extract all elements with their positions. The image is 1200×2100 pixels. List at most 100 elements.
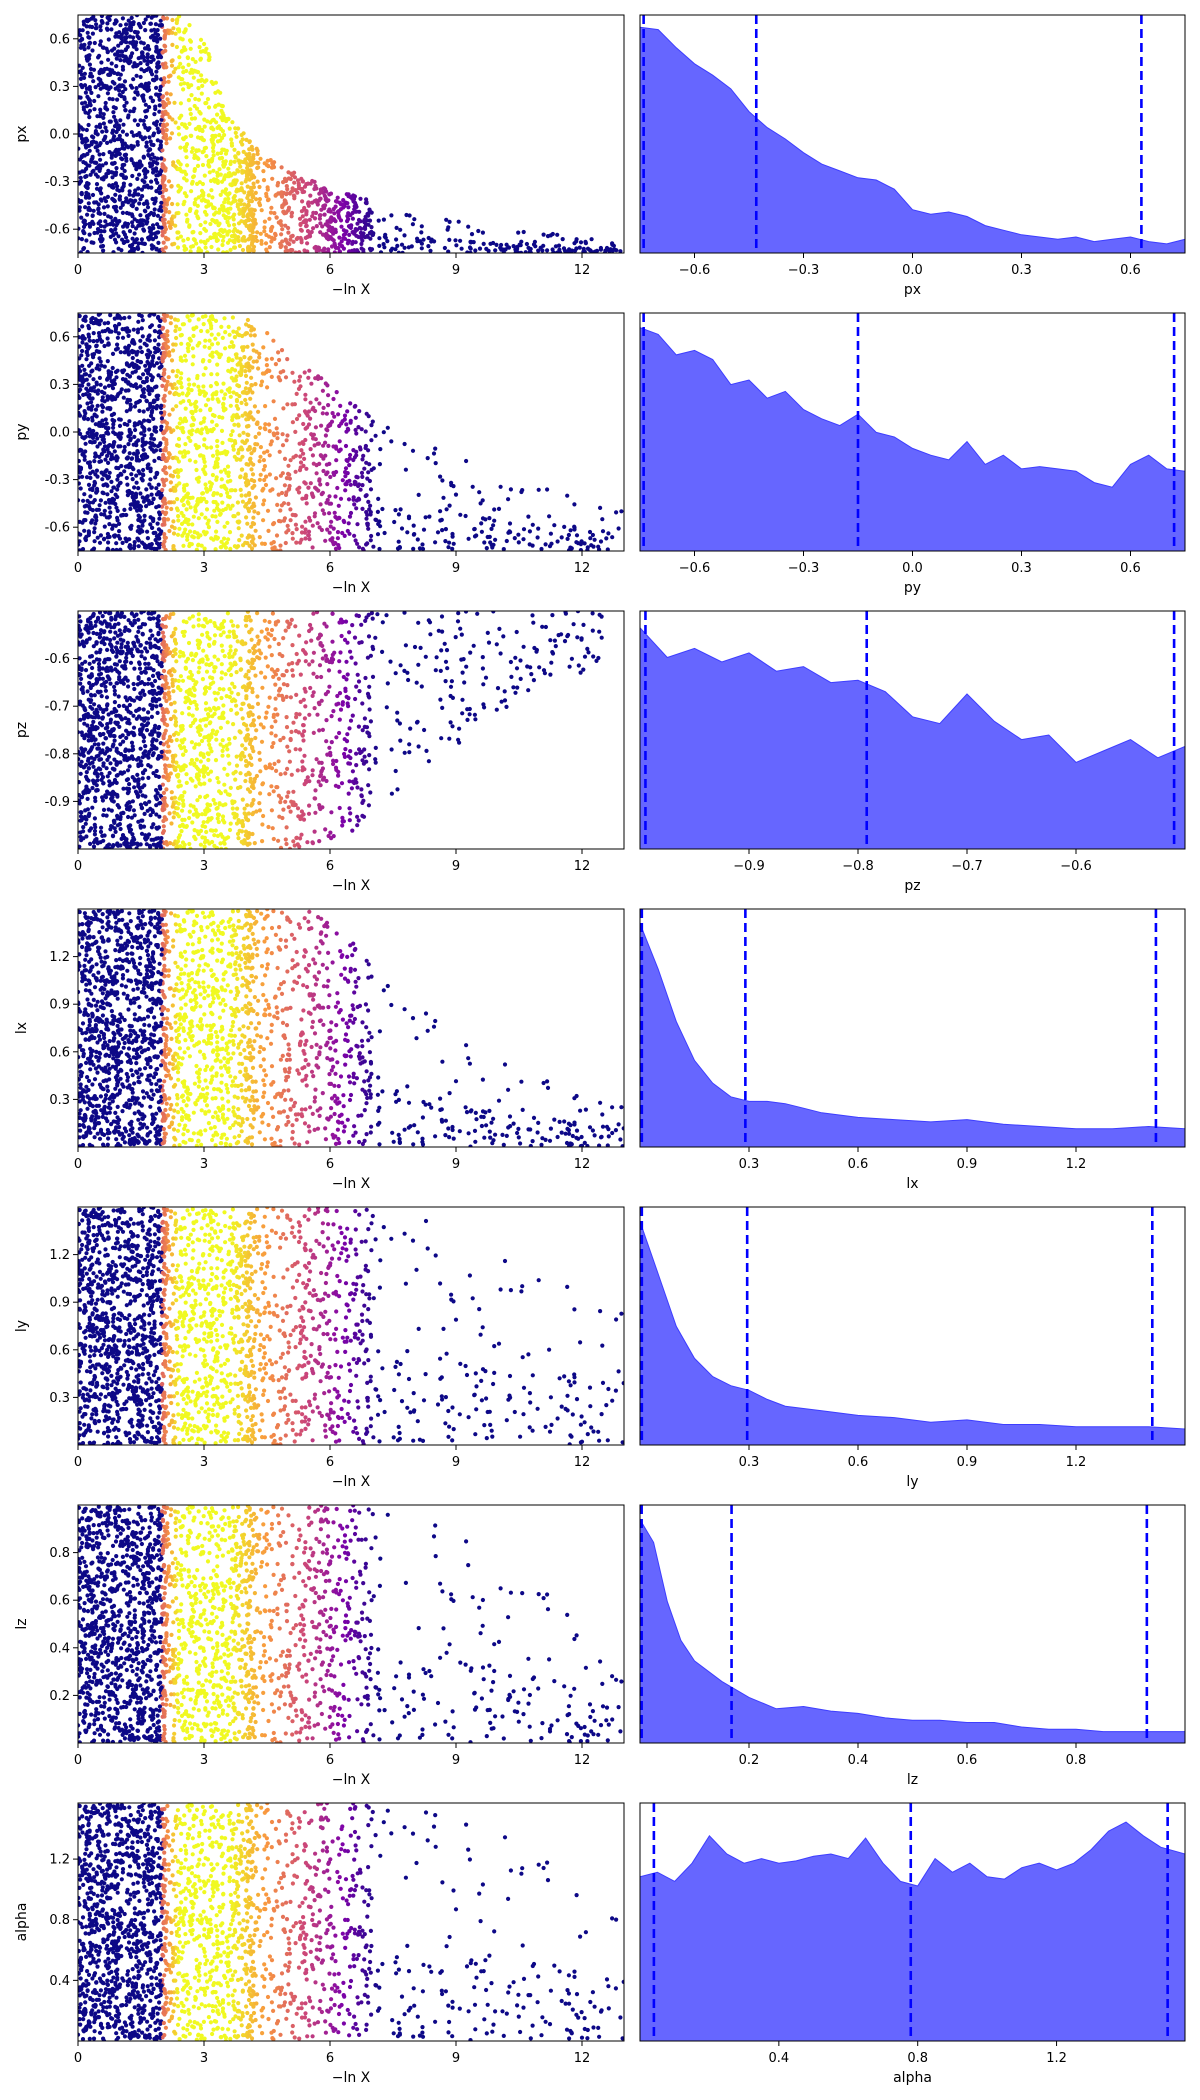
px-trace-point xyxy=(120,138,125,143)
py-trace-point xyxy=(488,540,493,545)
px-trace-point xyxy=(239,219,244,224)
px-trace-point xyxy=(114,120,119,125)
py-trace-point xyxy=(244,515,249,520)
py-trace-point xyxy=(267,472,272,477)
px-trace-point xyxy=(206,163,211,168)
px-trace-point xyxy=(135,63,140,68)
py-trace-point xyxy=(94,344,99,349)
px-trace-point xyxy=(124,132,129,137)
py-trace-point xyxy=(217,352,222,358)
px-trace-point xyxy=(111,222,116,227)
py-trace-point xyxy=(282,456,288,461)
px-trace-point xyxy=(240,238,245,243)
px-trace-point xyxy=(188,133,193,138)
py-trace-point xyxy=(90,500,96,505)
py-trace-point xyxy=(94,366,99,371)
py-trace-point xyxy=(161,452,166,457)
py-trace-point xyxy=(82,492,87,497)
py-trace-point xyxy=(136,538,141,543)
px-trace-point xyxy=(500,247,505,252)
py-posterior-xlabel: py xyxy=(904,580,921,596)
py-trace-point xyxy=(160,383,165,388)
py-trace-point xyxy=(78,467,83,472)
py-trace-point xyxy=(271,338,276,343)
py-trace-point xyxy=(188,338,193,343)
px-trace-point xyxy=(126,113,131,118)
px-trace-point xyxy=(98,28,103,33)
px-trace-point xyxy=(164,141,169,146)
py-trace-point xyxy=(365,541,370,546)
px-trace-point xyxy=(223,190,228,195)
py-trace-point xyxy=(206,525,211,530)
py-trace-point xyxy=(171,519,176,524)
py-trace-point xyxy=(323,538,328,543)
py-trace-point xyxy=(96,388,101,393)
py-trace-point xyxy=(565,536,570,542)
py-trace-point xyxy=(230,503,235,508)
px-trace-point xyxy=(139,40,144,45)
px-trace-point xyxy=(149,142,154,147)
py-trace-point xyxy=(252,483,257,488)
px-trace-point xyxy=(141,201,147,206)
py-trace-point xyxy=(136,438,141,443)
px-trace-point xyxy=(110,175,115,180)
px-trace-point xyxy=(197,45,202,50)
py-trace-point xyxy=(99,452,104,457)
py-trace-point xyxy=(167,426,172,431)
px-trace-point xyxy=(247,172,252,177)
px-trace-point xyxy=(79,215,84,220)
py-trace-point xyxy=(147,364,153,369)
py-trace-point xyxy=(161,544,166,549)
px-trace-point xyxy=(312,199,317,204)
py-trace-point xyxy=(562,524,567,530)
py-trace-point xyxy=(402,441,407,447)
px-trace-point xyxy=(78,28,82,33)
px-trace-point xyxy=(159,23,164,28)
px-trace-point xyxy=(153,235,159,240)
px-trace-point xyxy=(131,77,136,82)
px-trace-point xyxy=(561,246,567,251)
px-trace-point xyxy=(82,218,87,224)
py-trace-point xyxy=(252,509,257,514)
px-trace-point xyxy=(231,199,236,204)
px-trace-point xyxy=(284,191,290,196)
py-trace-point xyxy=(521,527,527,532)
px-trace-point xyxy=(114,64,119,69)
py-trace-point xyxy=(312,511,318,516)
px-trace-point xyxy=(100,237,105,242)
px-trace-point xyxy=(406,245,411,250)
py-trace-point xyxy=(375,532,381,537)
py-trace-point xyxy=(282,483,287,488)
px-trace-point xyxy=(493,248,498,253)
px-trace-point xyxy=(163,235,168,240)
py-trace-point xyxy=(438,509,443,514)
py-trace-point xyxy=(132,540,137,545)
py-trace-point xyxy=(329,519,334,524)
py-trace-point xyxy=(337,545,342,551)
py-trace-point xyxy=(186,342,192,348)
py-trace-point xyxy=(122,444,127,450)
px-trace-point xyxy=(196,70,201,75)
py-trace-point xyxy=(188,402,193,407)
pz-trace-point xyxy=(281,735,286,741)
px-trace-point xyxy=(284,184,289,189)
py-trace-point xyxy=(109,394,114,399)
px-trace-point xyxy=(519,239,524,244)
px-trace-point xyxy=(145,55,150,60)
py-trace-ytick-label: -0.6 xyxy=(45,521,70,536)
px-trace-point xyxy=(444,217,449,222)
px-trace-point xyxy=(145,219,150,224)
py-trace-point xyxy=(547,514,552,519)
py-trace-point xyxy=(600,529,606,534)
py-trace-point xyxy=(174,483,179,488)
py-trace-point xyxy=(335,530,341,535)
py-trace-point xyxy=(215,341,220,346)
px-trace-point xyxy=(454,243,459,248)
py-trace-point xyxy=(88,465,93,470)
py-trace-point xyxy=(247,497,252,502)
py-trace-point xyxy=(262,464,267,469)
px-trace-point xyxy=(304,182,309,187)
px-trace-point xyxy=(108,85,113,90)
px-trace-point xyxy=(211,177,217,182)
px-trace-point xyxy=(138,61,143,66)
